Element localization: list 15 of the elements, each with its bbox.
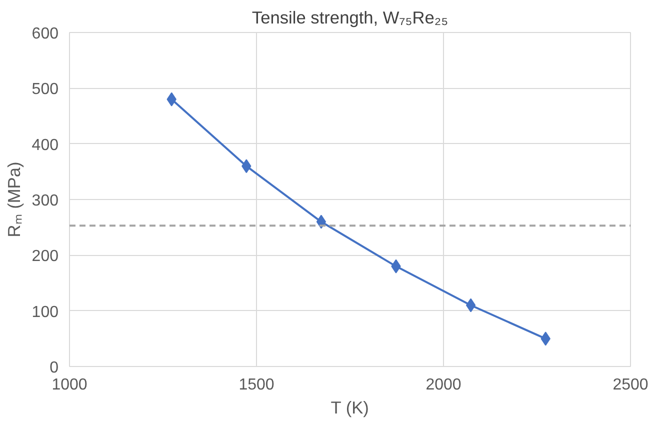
- y-tick-label: 600: [32, 26, 59, 42]
- y-tick-label: 100: [32, 304, 59, 321]
- x-tick-label: 2500: [612, 376, 648, 394]
- x-tick-label: 2000: [426, 376, 462, 394]
- y-axis-title: Rₘ (MPa): [4, 162, 24, 238]
- x-axis-title: T (K): [330, 398, 369, 418]
- chart-title: Tensile strength, W₇₅Re₂₅: [252, 8, 448, 28]
- y-tick-label: 500: [32, 81, 59, 98]
- y-tick-label: 0: [50, 360, 59, 376]
- y-tick-label: 200: [32, 248, 59, 266]
- y-tick-label: 300: [32, 192, 59, 210]
- y-tick-label: 400: [32, 136, 59, 154]
- point: [466, 298, 476, 312]
- x-tick-label: 1000: [52, 376, 88, 394]
- x-tick-label: 1500: [238, 376, 274, 394]
